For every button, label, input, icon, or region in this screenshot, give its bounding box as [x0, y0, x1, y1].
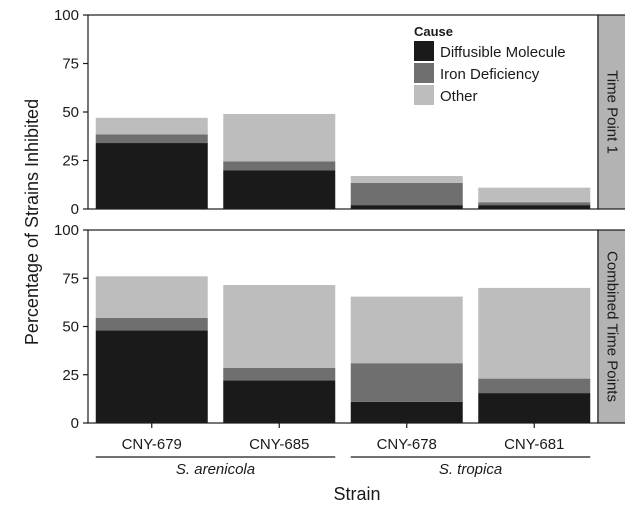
bar-segment: [478, 378, 591, 394]
x-tick-label: CNY-685: [249, 436, 309, 453]
legend-background: [410, 22, 596, 106]
y-tick-label: 75: [62, 270, 79, 287]
bar-segment: [95, 317, 208, 331]
y-tick-label: 0: [71, 201, 79, 218]
bar-segment: [95, 134, 208, 144]
x-tick-label: CNY-681: [504, 436, 564, 453]
y-tick-label: 25: [62, 153, 79, 170]
y-tick-label: 100: [54, 7, 79, 24]
x-axis-title: Strain: [333, 484, 380, 504]
bar-segment: [223, 367, 336, 381]
legend-swatch: [414, 85, 434, 105]
bar-segment: [223, 285, 336, 368]
facet-strip-label: Combined Time Points: [604, 251, 621, 402]
bar-segment: [350, 205, 463, 209]
facet-strip: [597, 14, 625, 210]
facet-strip: [597, 229, 625, 424]
bar-segment: [95, 276, 208, 318]
y-tick-label: 50: [62, 104, 79, 121]
bar-segment: [478, 202, 591, 206]
y-tick-label: 0: [71, 415, 79, 432]
legend-label: Other: [440, 88, 478, 105]
bar-segment: [350, 296, 463, 364]
bar-segment: [223, 380, 336, 423]
y-tick-label: 25: [62, 367, 79, 384]
legend-title: Cause: [414, 24, 453, 39]
bar-segment: [223, 161, 336, 171]
y-axis-title: Percentage of Strains Inhibited: [22, 99, 42, 345]
bar-segment: [95, 117, 208, 135]
legend-swatch: [414, 63, 434, 83]
legend-label: Diffusible Molecule: [440, 44, 566, 61]
group-label: S. tropica: [439, 461, 502, 478]
bar-segment: [95, 330, 208, 423]
bar-segment: [478, 393, 591, 423]
bar-segment: [223, 170, 336, 209]
bar-segment: [478, 287, 591, 379]
y-tick-label: 75: [62, 56, 79, 73]
x-tick-label: CNY-679: [122, 436, 182, 453]
bar-segment: [95, 143, 208, 209]
y-tick-label: 100: [54, 222, 79, 239]
bar-segment: [478, 187, 591, 203]
bar-segment: [223, 113, 336, 162]
legend-label: Iron Deficiency: [440, 66, 540, 83]
facet-strip-label: Time Point 1: [604, 70, 621, 154]
bar-segment: [350, 363, 463, 402]
x-tick-label: CNY-678: [377, 436, 437, 453]
bar-segment: [350, 401, 463, 423]
legend-swatch: [414, 41, 434, 61]
bar-segment: [478, 205, 591, 209]
bar-segment: [350, 176, 463, 183]
y-tick-label: 50: [62, 319, 79, 336]
group-label: S. arenicola: [176, 461, 255, 478]
bar-segment: [350, 182, 463, 206]
